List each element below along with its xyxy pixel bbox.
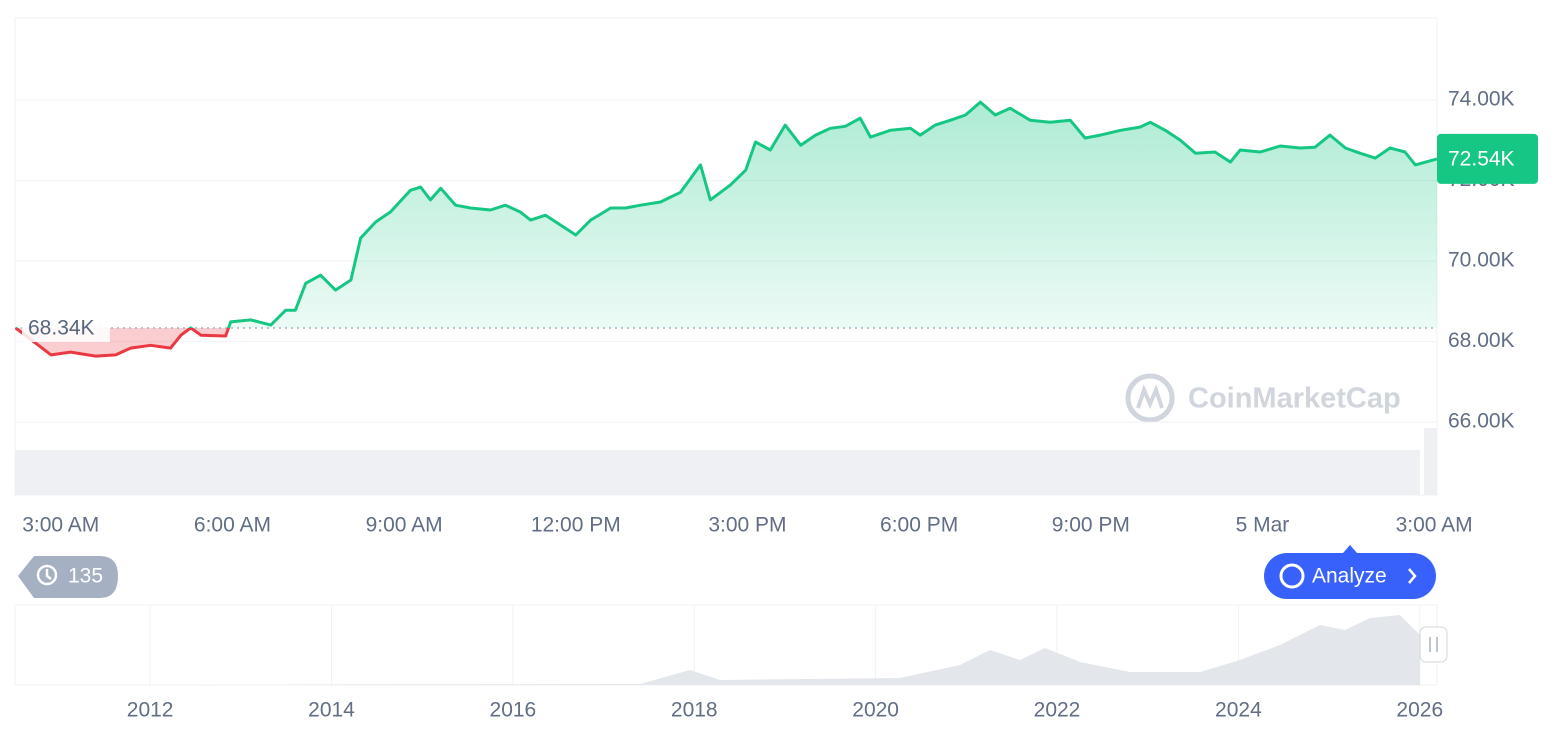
analyze-button[interactable] — [1264, 553, 1436, 599]
analyze-pointer — [1343, 545, 1357, 553]
x-tick-label: 3:00 AM — [1396, 514, 1473, 537]
y-tick-label: 70.00K — [1448, 249, 1515, 272]
y-tick-label: 74.00K — [1448, 88, 1515, 111]
volume-band — [1424, 428, 1437, 495]
x-tick-label: 2022 — [1034, 699, 1081, 722]
x-tick-label: 3:00 PM — [708, 514, 786, 537]
x-tick-label: 9:00 PM — [1052, 514, 1130, 537]
history-count: 135 — [68, 565, 103, 588]
last-price-badge — [1437, 133, 1538, 184]
x-tick-label: 12:00 PM — [531, 514, 621, 537]
x-tick-label: 9:00 AM — [366, 514, 443, 537]
volume-band — [15, 450, 1420, 495]
reference-label: 68.34K — [28, 316, 95, 339]
controls: 135 Analyze — [18, 545, 1436, 599]
y-tick-label: 68.00K — [1448, 329, 1515, 352]
navigator-handle[interactable] — [1419, 626, 1448, 663]
x-tick-label: 2024 — [1215, 699, 1262, 722]
history-icon — [45, 569, 52, 580]
y-tick-label: 66.00K — [1448, 410, 1515, 433]
reference-label-bg — [22, 313, 110, 342]
navigator-area — [15, 615, 1420, 685]
price-line-up — [15, 100, 1438, 328]
x-tick-label: 5 Mar — [1236, 514, 1290, 537]
x-tick-label: 2020 — [852, 699, 899, 722]
analyze-icon — [1279, 563, 1305, 589]
x-tick-label: 3:00 AM — [22, 514, 99, 537]
watermark-text: CoinMarketCap — [1188, 383, 1401, 415]
watermark: CoinMarketCap — [1125, 373, 1401, 423]
x-tick-label: 2012 — [127, 699, 174, 722]
navigator: 2012 2014 2016 2018 2020 2022 2024 2026 — [14, 604, 1448, 722]
analyze-chevron — [1408, 568, 1417, 584]
x-tick-label: 6:00 PM — [880, 514, 958, 537]
area-up — [15, 102, 1437, 328]
analyze-label: Analyze — [1312, 565, 1387, 588]
x-tick-label: 2018 — [671, 699, 718, 722]
last-price-label: 72.54K — [1448, 147, 1515, 170]
history-icon — [36, 564, 58, 586]
x-tick-label: 2014 — [308, 699, 355, 722]
x-tick-label: 6:00 AM — [194, 514, 271, 537]
x-tick-label: 2016 — [490, 699, 537, 722]
x-tick-label: 2026 — [1396, 699, 1443, 722]
